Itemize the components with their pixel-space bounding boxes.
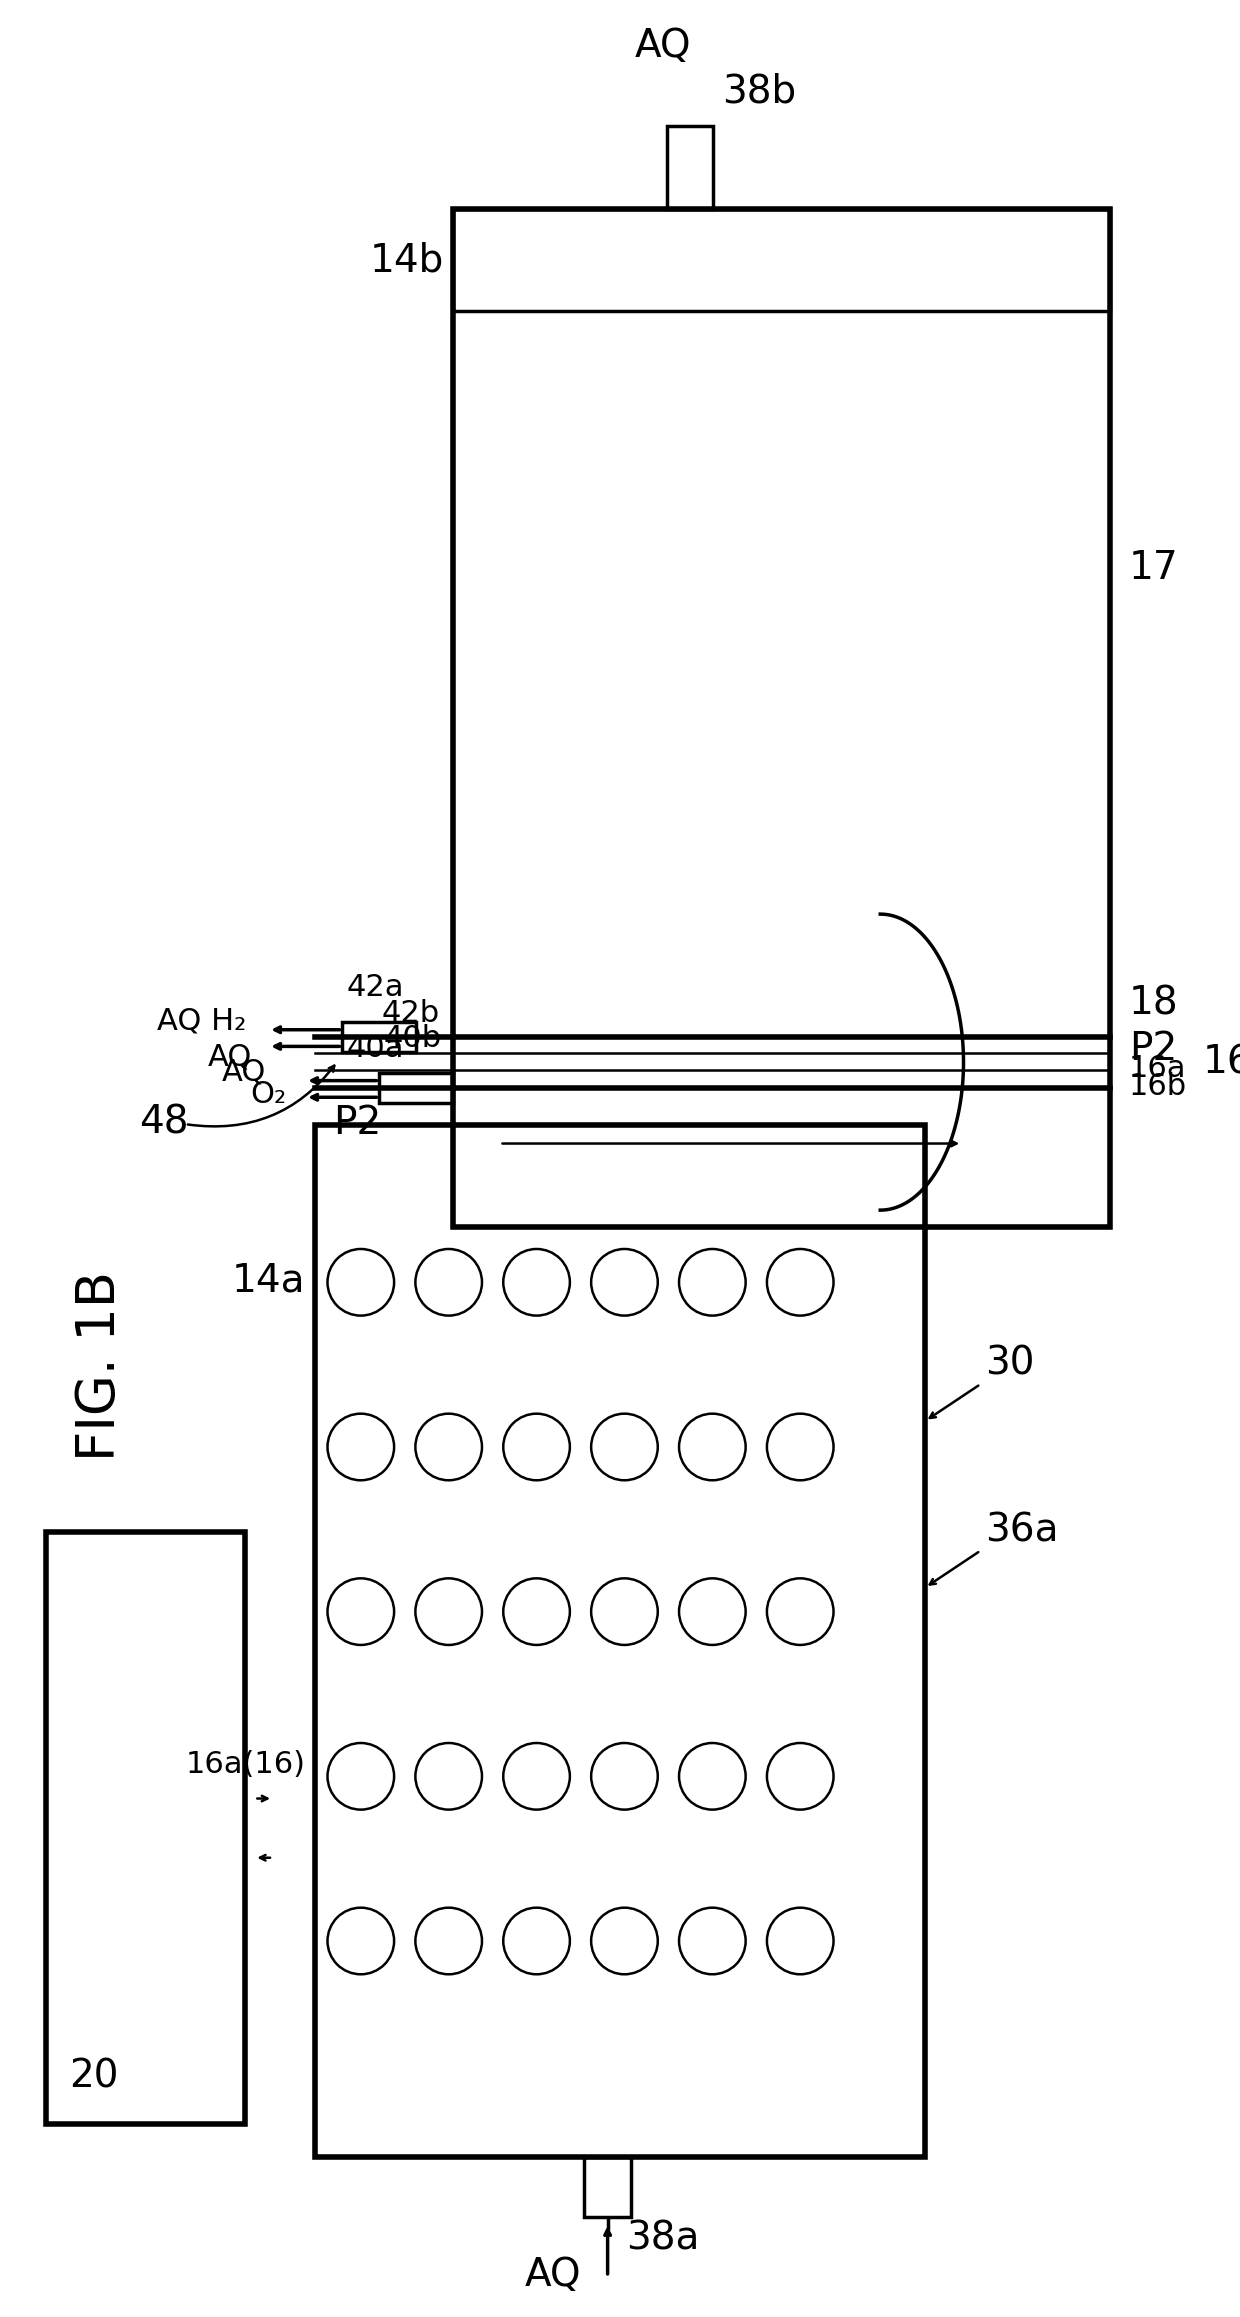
Text: FIG. 1B: FIG. 1B — [74, 1270, 126, 1460]
Text: 30: 30 — [986, 1344, 1034, 1383]
Bar — [584, 2157, 631, 2217]
Text: 16: 16 — [1203, 1043, 1240, 1082]
Text: 16a(16): 16a(16) — [185, 1749, 305, 1779]
Text: 20: 20 — [69, 2057, 119, 2095]
Text: 42b: 42b — [381, 999, 439, 1029]
Text: AQ: AQ — [208, 1043, 253, 1073]
Text: AQ H₂: AQ H₂ — [157, 1008, 247, 1036]
Bar — [667, 125, 713, 209]
Text: AQ: AQ — [635, 25, 691, 65]
Text: AQ: AQ — [525, 2257, 580, 2294]
Text: 38b: 38b — [722, 72, 796, 111]
Text: 40b: 40b — [384, 1024, 441, 1054]
Bar — [454, 209, 1110, 310]
Text: 36a: 36a — [986, 1511, 1059, 1550]
Bar — [46, 1532, 246, 2125]
Text: 40a: 40a — [347, 1033, 404, 1064]
Text: 48: 48 — [139, 1103, 188, 1142]
Text: P2: P2 — [1128, 1031, 1177, 1068]
Text: 38a: 38a — [626, 2220, 699, 2257]
Text: 17: 17 — [1128, 549, 1178, 586]
Bar — [342, 1022, 417, 1052]
Text: 16b: 16b — [1128, 1073, 1187, 1101]
Bar — [315, 1126, 925, 2157]
Text: 42a: 42a — [347, 973, 404, 1003]
Text: O₂: O₂ — [249, 1080, 286, 1110]
Bar — [454, 209, 1110, 1226]
Text: P2: P2 — [334, 1105, 381, 1142]
Text: 14b: 14b — [370, 241, 444, 278]
Bar — [379, 1073, 454, 1103]
Text: 18: 18 — [1128, 985, 1178, 1022]
Text: 16a: 16a — [1128, 1054, 1187, 1082]
Text: AQ: AQ — [222, 1057, 267, 1087]
Text: 14a: 14a — [232, 1260, 305, 1300]
